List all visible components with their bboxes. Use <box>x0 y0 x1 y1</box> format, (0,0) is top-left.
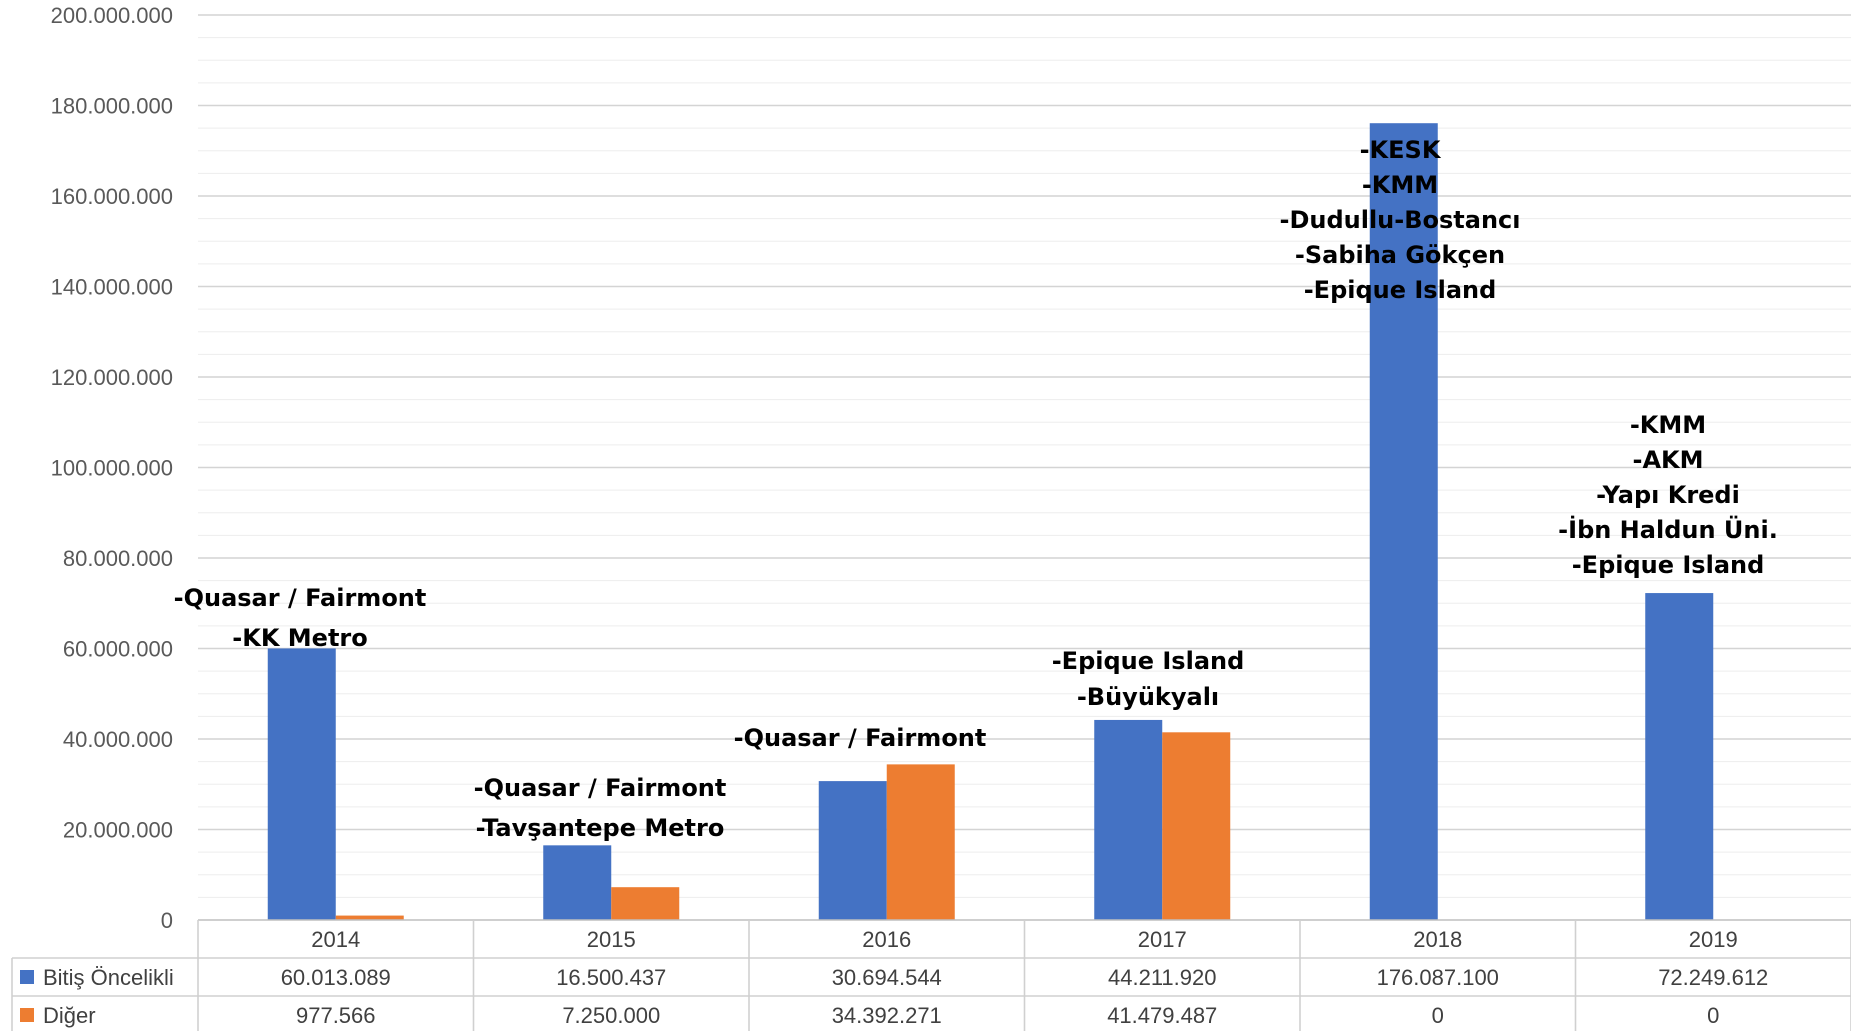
y-tick-label: 0 <box>161 908 173 933</box>
y-tick-label: 100.000.000 <box>51 456 173 481</box>
table-value: 977.566 <box>296 1003 376 1028</box>
bar-annotation: -Quasar / Fairmont <box>474 774 727 802</box>
y-tick-label: 180.000.000 <box>51 94 173 119</box>
y-tick-label: 200.000.000 <box>51 3 173 28</box>
bar-annotation: -KESK <box>1360 136 1442 164</box>
bar-bitis-oncelikli-2016 <box>818 781 887 920</box>
table-value: 16.500.437 <box>556 965 666 990</box>
table-value: 0 <box>1432 1003 1444 1028</box>
bar-diger-2017 <box>1162 732 1231 920</box>
table-value: 72.249.612 <box>1658 965 1768 990</box>
y-tick-label: 20.000.000 <box>63 818 173 843</box>
table-value: 7.250.000 <box>562 1003 660 1028</box>
bar-annotation: -KMM <box>1630 411 1706 439</box>
bar-diger-2015 <box>611 887 680 920</box>
legend-swatch <box>20 1008 34 1022</box>
bar-annotation: -KMM <box>1362 171 1438 199</box>
bar-annotation: -Yapı Kredi <box>1596 481 1740 509</box>
y-tick-label: 160.000.000 <box>51 184 173 209</box>
bar-diger-2014 <box>335 915 404 920</box>
y-tick-label: 60.000.000 <box>63 637 173 662</box>
bar-annotation: -Büyükyalı <box>1077 683 1219 711</box>
bar-annotation: -Epique Island <box>1052 647 1245 675</box>
bar-bitis-oncelikli-2017 <box>1094 719 1163 920</box>
bar-bitis-oncelikli-2014 <box>267 648 336 920</box>
legend-series-name: Bitiş Öncelikli <box>43 965 174 990</box>
legend-swatch <box>20 970 34 984</box>
y-tick-label: 80.000.000 <box>63 546 173 571</box>
x-category-label: 2015 <box>587 927 636 952</box>
bar-diger-2016 <box>886 764 955 920</box>
table-value: 34.392.271 <box>832 1003 942 1028</box>
gridlines <box>198 14 1851 898</box>
table-value: 176.087.100 <box>1377 965 1499 990</box>
bar-annotation: -İbn Haldun Üni. <box>1558 514 1778 544</box>
legend-series-name: Diğer <box>43 1003 96 1028</box>
x-category-label: 2017 <box>1138 927 1187 952</box>
table-value: 41.479.487 <box>1107 1003 1217 1028</box>
bar-bitis-oncelikli-2019 <box>1645 593 1714 920</box>
table-value: 44.211.920 <box>1108 965 1216 990</box>
bar-annotation: -Epique Island <box>1572 551 1765 579</box>
y-axis-ticks: 0 20.000.000 40.000.000 60.000.000 80.000.00… <box>51 3 173 933</box>
x-category-label: 2018 <box>1413 927 1462 952</box>
x-category-label: 2014 <box>311 927 360 952</box>
bar-annotation: -KK Metro <box>232 624 367 652</box>
bar-annotation: -Tavşantepe Metro <box>476 814 725 842</box>
y-tick-label: 40.000.000 <box>63 727 173 752</box>
bar-bitis-oncelikli-2015 <box>543 845 612 920</box>
bar-annotation: -AKM <box>1632 446 1703 474</box>
bar-annotation: -Dudullu-Bostancı <box>1279 206 1520 234</box>
table-value: 60.013.089 <box>281 965 391 990</box>
bar-annotation: -Quasar / Fairmont <box>734 724 987 752</box>
bar-annotation: -Epique Island <box>1304 276 1497 304</box>
annotations: -Quasar / Fairmont -KK Metro -Quasar / Fai… <box>174 136 1778 842</box>
bar-annotation: -Quasar / Fairmont <box>174 584 427 612</box>
bar-annotation: -Sabiha Gökçen <box>1295 241 1505 269</box>
table-value: 0 <box>1707 1003 1719 1028</box>
y-tick-label: 120.000.000 <box>51 365 173 390</box>
data-table: 2014 2015 2016 2017 2018 2019 Bitiş Öncelikli 6… <box>11 920 1851 1031</box>
table-value: 30.694.544 <box>832 965 942 990</box>
bars <box>198 123 1851 921</box>
x-category-label: 2019 <box>1689 927 1738 952</box>
y-tick-label: 140.000.000 <box>51 275 173 300</box>
bar-bitis-oncelikli-2018 <box>1369 123 1438 920</box>
x-category-label: 2016 <box>862 927 911 952</box>
